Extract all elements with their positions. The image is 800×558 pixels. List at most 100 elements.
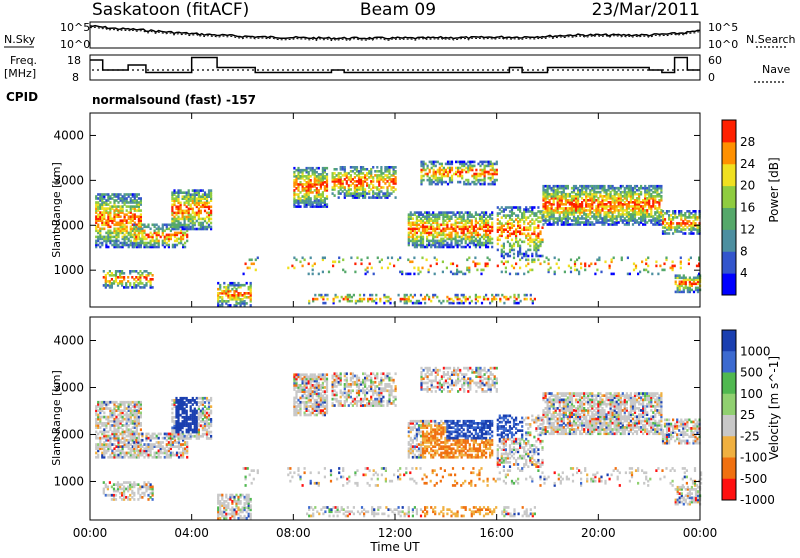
power-cell [244,284,246,287]
vel-cell [97,409,99,412]
power-cell [569,223,571,226]
power-cell [484,165,486,168]
power-cell [545,189,547,192]
power-cell [648,219,650,222]
power-cell [324,185,326,188]
power-cell [103,284,105,287]
power-cell [128,201,130,204]
power-cell [348,172,350,175]
power-cell [449,167,451,170]
power-cell [513,212,515,215]
power-cell [452,211,454,214]
power-cell [430,232,432,235]
power-cell [465,219,467,222]
power-cell [523,241,525,244]
power-cell [137,228,139,231]
colorbar-swatch [722,273,736,295]
vel-cell [101,401,103,404]
power-cell [126,236,128,239]
power-cell [693,277,695,280]
power-cell [457,161,459,164]
power-cell [443,167,445,170]
noise-tick-lo-right: 10^0 [708,38,738,51]
power-cell [360,263,362,266]
vel-cell [176,445,178,448]
power-cell [444,228,446,231]
vel-cell [139,441,141,444]
power-cell [447,183,449,186]
power-cell [310,167,312,170]
power-cell [318,199,320,202]
power-cell [150,240,152,243]
power-cell [175,212,177,215]
power-cell [431,179,433,182]
power-cell [503,257,505,260]
power-cell [651,273,653,276]
power-cell [507,241,509,244]
power-cell [306,167,308,170]
y-tick-label: 1000 [53,263,84,277]
colorbar-swatch [722,164,736,186]
power-cell [537,216,539,219]
vel-cell [171,412,173,415]
power-cell [624,213,626,216]
power-cell [459,226,461,229]
power-cell [210,218,212,221]
power-cell [486,165,488,168]
power-cell [461,215,463,218]
power-cell [308,167,310,170]
power-cell [368,184,370,187]
power-cell [495,298,497,301]
power-cell [133,282,135,285]
power-cell [571,223,573,226]
power-cell [513,249,515,252]
power-cell [320,294,322,297]
power-cell [375,294,377,297]
power-cell [638,217,640,220]
vel-cell [105,431,107,434]
power-cell [342,166,344,169]
colorbar-swatch [722,251,736,273]
power-cell [97,230,99,233]
power-cell [428,269,430,272]
power-cell [509,210,511,213]
power-cell [519,218,521,221]
power-cell [366,182,368,185]
power-cell [581,201,583,204]
power-cell [217,288,219,291]
colorbar-swatch [722,208,736,230]
power-cell [237,292,239,295]
power-cell [663,263,665,266]
power-cell [618,187,620,190]
power-cell [364,174,366,177]
power-cell [354,263,356,266]
power-cell [400,298,402,301]
power-cell [451,175,453,178]
power-cell [340,192,342,195]
power-cell [448,232,450,235]
power-cell [326,294,328,297]
power-cell [388,176,390,179]
power-cell [463,161,465,164]
power-cell [648,213,650,216]
power-cell [380,186,382,189]
power-cell [432,234,434,237]
power-cell [340,176,342,179]
power-cell [334,261,336,264]
power-cell [343,298,345,301]
power-cell [533,220,535,223]
power-cell [563,203,565,206]
power-cell [626,219,628,222]
power-cell [656,185,658,188]
power-cell [503,296,505,299]
power-cell [143,230,145,233]
power-cell [524,294,526,297]
power-cell [481,179,483,182]
power-cell [439,167,441,170]
power-cell [302,183,304,186]
power-cell [459,244,461,247]
vel-cell [140,428,142,431]
power-cell [438,232,440,235]
power-cell [379,298,381,301]
power-cell [152,244,154,247]
